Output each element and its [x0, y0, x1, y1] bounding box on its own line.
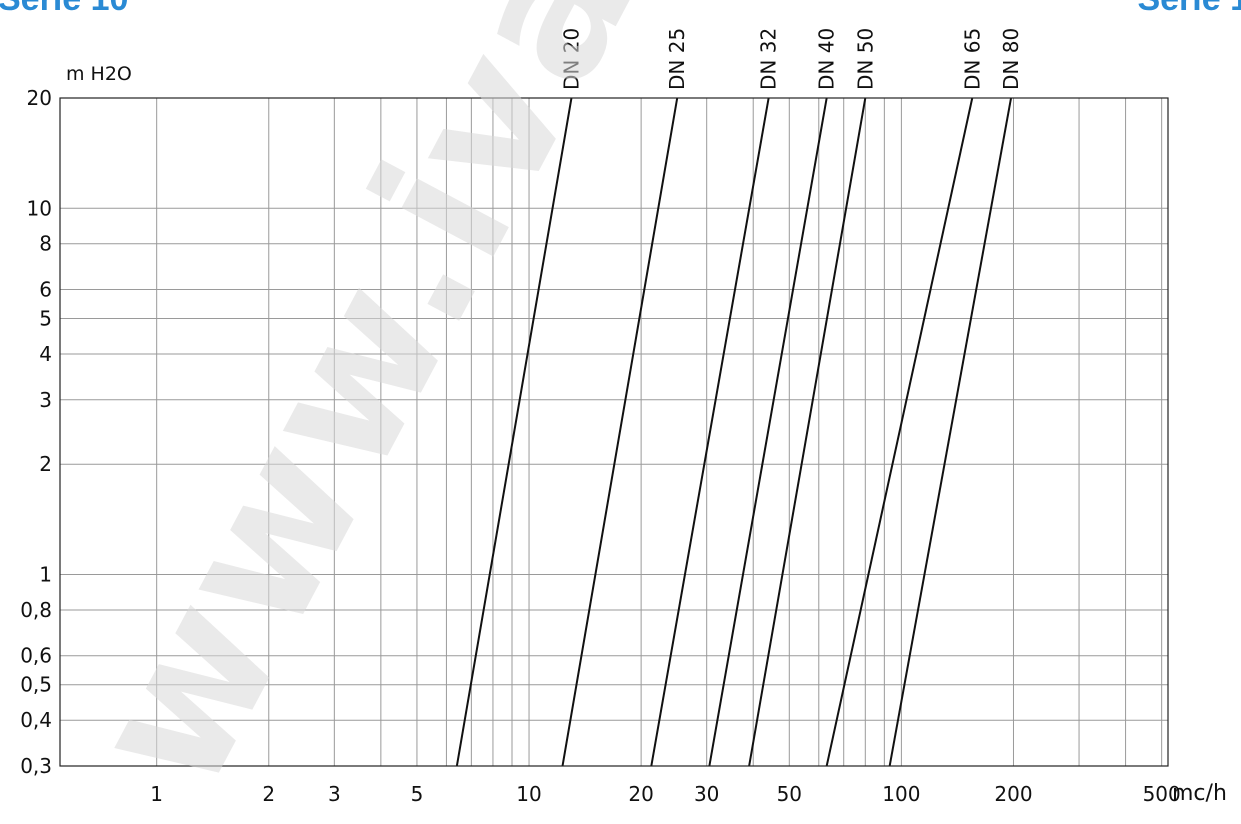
plot-frame: [59, 97, 1169, 767]
x-tick-label: 3: [328, 782, 341, 806]
x-tick-label: 20: [628, 782, 653, 806]
y-tick-label: 0,3: [20, 754, 52, 778]
y-tick-label: 0,5: [20, 673, 52, 697]
series-label: DN 20: [559, 28, 583, 90]
x-tick-label: 5: [411, 782, 424, 806]
grid-layer: [60, 97, 1168, 767]
x-tick-label: 1: [150, 782, 163, 806]
y-tick-labels: 20 10 8 6 5 4 3 2 1 0,8 0,6 0,5 0,4 0,3: [20, 86, 52, 778]
y-tick-label: 5: [39, 307, 52, 331]
header-title-left: Serie 10: [0, 0, 128, 19]
x-tick-label: 30: [694, 782, 719, 806]
series-line: [748, 97, 867, 767]
series-label: DN 80: [999, 28, 1023, 90]
y-tick-label: 0,6: [20, 644, 52, 668]
series-line: [825, 97, 974, 767]
series-line: [650, 97, 770, 767]
y-axis-label: m H2O: [66, 63, 132, 85]
x-tick-label: 10: [516, 782, 541, 806]
series-line: [708, 97, 828, 767]
series-line: [455, 97, 573, 767]
y-tick-label: 2: [39, 452, 52, 476]
y-tick-label: 0,8: [20, 598, 52, 622]
header-title-right: Serie 1: [1137, 0, 1241, 19]
series-line: [888, 97, 1013, 767]
x-tick-label: 500: [1143, 782, 1181, 806]
series-label: DN 25: [665, 28, 689, 90]
x-axis-label: mc/h: [1172, 781, 1227, 806]
series-label: DN 40: [815, 28, 839, 90]
x-tick-label: 50: [777, 782, 802, 806]
y-tick-label: 3: [39, 388, 52, 412]
series-layer: [455, 97, 1013, 767]
x-tick-label: 2: [262, 782, 275, 806]
series-label: DN 50: [853, 28, 877, 90]
y-tick-label: 1: [39, 562, 52, 586]
series-labels: DN 20 DN 25 DN 32 DN 40 DN 50 DN 65 DN 80: [559, 28, 1023, 90]
y-tick-label: 0,4: [20, 708, 52, 732]
y-tick-label: 6: [39, 278, 52, 302]
series-line: [561, 97, 679, 767]
y-tick-label: 10: [27, 196, 52, 220]
y-tick-label: 8: [39, 232, 52, 256]
x-tick-label: 200: [994, 782, 1032, 806]
series-label: DN 65: [960, 28, 984, 90]
y-tick-label: 20: [27, 86, 52, 110]
x-tick-labels: 1 2 3 5 10 20 30 50 100 200 500: [150, 782, 1180, 806]
y-tick-label: 4: [39, 342, 52, 366]
series-label: DN 32: [757, 28, 781, 90]
x-tick-label: 100: [882, 782, 920, 806]
